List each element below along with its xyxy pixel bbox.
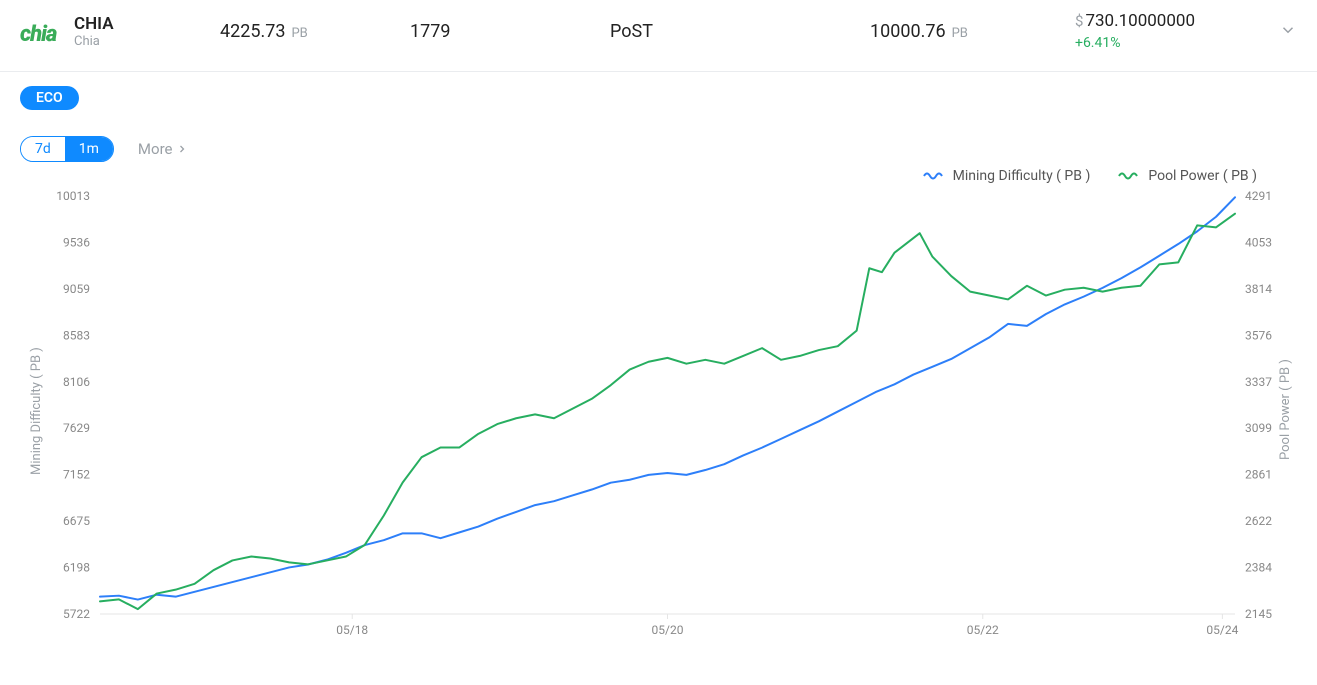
legend-pool-power[interactable]: Pool Power ( PB ) [1118, 168, 1257, 184]
svg-text:2384: 2384 [1245, 561, 1272, 575]
svg-text:2145: 2145 [1245, 607, 1272, 621]
range-more-label: More [138, 140, 173, 158]
svg-text:8583: 8583 [63, 329, 90, 343]
pool-power-unit: PB [291, 26, 307, 41]
legend-mining-difficulty[interactable]: Mining Difficulty ( PB ) [923, 168, 1091, 184]
chevron-down-icon [1279, 21, 1297, 39]
chevron-right-icon [176, 143, 188, 155]
dual-axis-line-chart[interactable]: 5722 6198 6675 7152 7629 8106 8583 9059 9536 1001… [20, 188, 1297, 644]
legend-label-2: Pool Power ( PB ) [1148, 168, 1257, 184]
range-1m[interactable]: 1m [65, 137, 113, 161]
tag-eco[interactable]: ECO [20, 86, 79, 110]
svg-text:2622: 2622 [1245, 514, 1272, 528]
stat-algo: PoST [610, 21, 870, 42]
svg-text:8106: 8106 [63, 375, 90, 389]
range-7d[interactable]: 7d [21, 137, 65, 161]
coin-symbol: CHIA [74, 14, 114, 34]
pool-power-value: 4225.73 [220, 21, 285, 42]
coin-header-row: chia CHIA Chia 4225.73 PB 1779 PoST 1000… [0, 0, 1317, 72]
currency-symbol: $ [1075, 11, 1083, 32]
chia-logo: chia [20, 22, 66, 42]
svg-text:5722: 5722 [63, 607, 90, 621]
range-more[interactable]: More [138, 140, 189, 158]
svg-text:3099: 3099 [1245, 422, 1272, 436]
stat-workers: 1779 [410, 21, 610, 42]
svg-text:3814: 3814 [1245, 282, 1272, 296]
svg-text:3576: 3576 [1245, 329, 1272, 343]
legend-label-1: Mining Difficulty ( PB ) [953, 168, 1091, 184]
stat-difficulty: 10000.76 PB [870, 21, 1075, 42]
price-value: 730.10000000 [1085, 10, 1195, 34]
svg-text:6198: 6198 [63, 561, 90, 575]
svg-text:6675: 6675 [63, 515, 90, 529]
workers-value: 1779 [410, 21, 450, 42]
coin-name: Chia [74, 34, 114, 50]
svg-text:05/20: 05/20 [652, 623, 684, 637]
svg-text:7152: 7152 [63, 468, 90, 482]
chart-legend: Mining Difficulty ( PB ) Pool Power ( PB… [0, 168, 1317, 188]
svg-text:05/22: 05/22 [967, 623, 999, 637]
wave-icon [1118, 170, 1140, 182]
stat-price: $ 730.10000000 +6.41% [1075, 10, 1235, 53]
svg-text:05/18: 05/18 [336, 623, 368, 637]
svg-text:4291: 4291 [1245, 189, 1272, 203]
chart-container: 5722 6198 6675 7152 7629 8106 8583 9059 9536 1001… [0, 188, 1317, 648]
difficulty-value: 10000.76 [870, 21, 946, 42]
svg-text:2861: 2861 [1245, 468, 1272, 482]
stat-pool-power: 4225.73 PB [220, 21, 410, 42]
svg-text:3337: 3337 [1245, 375, 1272, 389]
svg-text:Mining Difficulty ( PB ): Mining Difficulty ( PB ) [29, 348, 44, 476]
wave-icon [923, 170, 945, 182]
svg-text:Pool Power ( PB ): Pool Power ( PB ) [1278, 360, 1293, 461]
price-change: +6.41% [1075, 34, 1235, 54]
svg-text:4053: 4053 [1245, 236, 1272, 250]
svg-text:9536: 9536 [63, 236, 90, 250]
svg-text:05/24: 05/24 [1206, 623, 1238, 637]
difficulty-unit: PB [952, 26, 968, 41]
svg-text:7629: 7629 [63, 422, 90, 436]
coin-identity: chia CHIA Chia [20, 14, 220, 50]
expand-toggle[interactable] [1279, 21, 1297, 43]
svg-text:9059: 9059 [63, 282, 90, 296]
range-toggle: 7d 1m [20, 136, 114, 162]
svg-text:10013: 10013 [56, 189, 90, 203]
